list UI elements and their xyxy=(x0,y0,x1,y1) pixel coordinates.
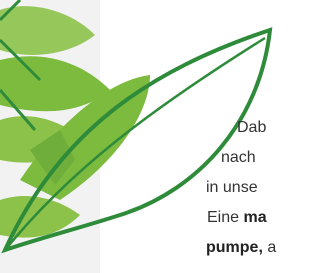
page: {"text": {"lines": ["Dab", "nach", "in u… xyxy=(0,0,279,273)
text-line: Dab xyxy=(237,118,266,138)
text-line: in unse xyxy=(206,178,258,198)
bold-text: pumpe, xyxy=(206,239,263,256)
bold-text: ma xyxy=(243,209,266,226)
text: a xyxy=(263,239,276,256)
text-line: Eine ma xyxy=(207,208,267,228)
text: Eine xyxy=(207,209,243,226)
text-line: nach xyxy=(221,148,256,168)
text-line: pumpe, a xyxy=(206,238,276,258)
